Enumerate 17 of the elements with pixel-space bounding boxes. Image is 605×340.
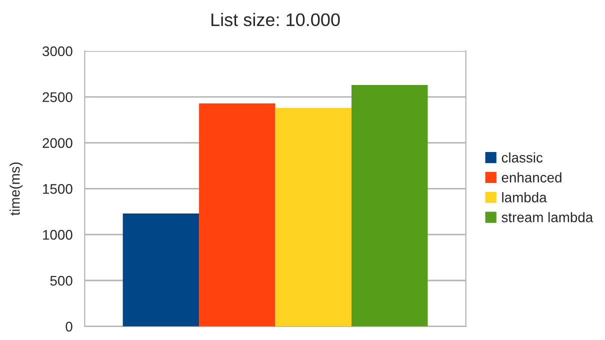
bar (199, 103, 276, 326)
y-tick-label: 1500 (43, 184, 72, 194)
y-tick-label: 2500 (42, 92, 72, 102)
bar (352, 84, 428, 326)
legend-label: classic (502, 152, 543, 163)
y-tick-label: 3000 (42, 46, 72, 56)
y-axis-title: time(ms) (10, 162, 23, 216)
legend-label: enhanced (502, 172, 562, 182)
chart-title: List size: 10.000 (212, 12, 340, 26)
legend-label: stream lambda (502, 212, 594, 222)
bar (122, 213, 200, 326)
y-tick-label: 0 (66, 322, 72, 332)
legend-label: lambda (502, 192, 547, 202)
y-tick-label: 500 (50, 276, 72, 286)
bar (275, 108, 352, 326)
y-tick-label: 1000 (43, 230, 72, 240)
y-tick-label: 2000 (42, 138, 72, 148)
